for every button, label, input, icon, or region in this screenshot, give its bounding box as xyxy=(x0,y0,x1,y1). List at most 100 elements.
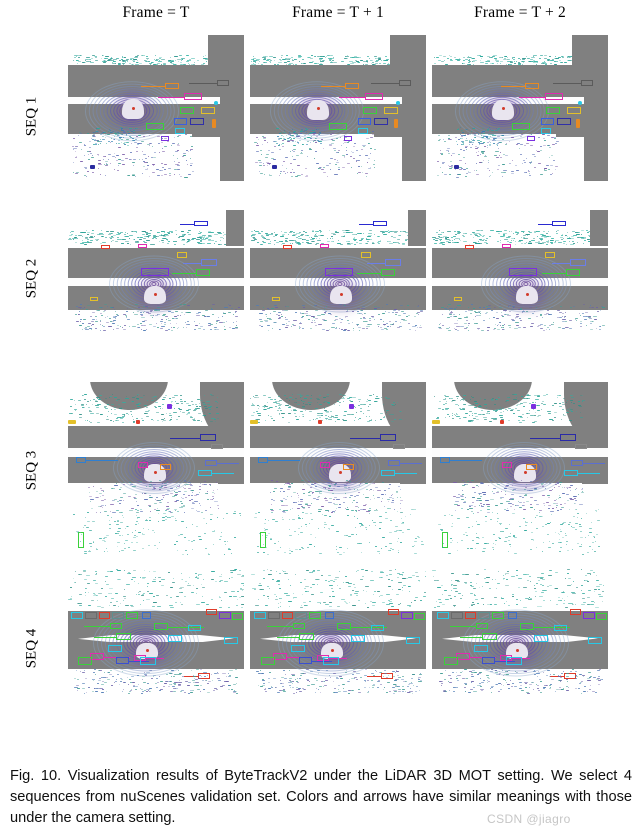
point-cloud-point xyxy=(251,405,255,407)
point-cloud-point xyxy=(499,240,502,242)
point-cloud-point xyxy=(337,166,340,168)
track-bounding-box xyxy=(343,136,352,141)
point-cloud-point xyxy=(255,62,256,64)
point-cloud-point xyxy=(519,58,521,60)
point-cloud-point xyxy=(279,133,281,135)
point-cloud-point xyxy=(105,160,108,162)
point-cloud-point xyxy=(344,157,346,159)
point-cloud-point xyxy=(165,484,167,486)
point-cloud-point xyxy=(472,497,475,499)
point-cloud-point xyxy=(299,322,303,324)
point-cloud-point xyxy=(517,61,521,63)
track-bounding-box xyxy=(509,268,537,276)
point-cloud-point xyxy=(193,417,195,419)
point-cloud-point xyxy=(445,241,449,243)
point-cloud-point xyxy=(90,152,92,154)
point-cloud-point xyxy=(189,157,191,159)
point-cloud-point xyxy=(535,242,540,244)
point-cloud-point xyxy=(554,137,556,139)
point-cloud-point xyxy=(544,167,547,169)
point-cloud-point xyxy=(140,329,142,330)
point-cloud-point xyxy=(105,236,107,238)
point-cloud-point xyxy=(160,414,165,416)
point-cloud-point xyxy=(450,236,454,238)
point-cloud-point xyxy=(595,307,598,309)
point-cloud-point xyxy=(298,140,301,142)
point-cloud-point xyxy=(329,411,333,413)
point-cloud-point xyxy=(153,64,157,65)
point-cloud-point xyxy=(142,534,145,536)
point-cloud-point xyxy=(276,314,278,316)
point-cloud-point xyxy=(476,232,480,234)
point-cloud-point xyxy=(98,155,99,157)
point-cloud-point xyxy=(197,420,200,421)
point-cloud-point xyxy=(463,395,467,397)
point-cloud-point xyxy=(443,139,445,141)
point-cloud-point xyxy=(198,312,201,314)
point-cloud-point xyxy=(533,55,537,57)
point-cloud-point xyxy=(315,491,319,492)
ego-center-marker xyxy=(502,107,505,110)
point-cloud-point xyxy=(566,411,569,413)
point-cloud-point xyxy=(300,130,303,132)
point-cloud-point xyxy=(497,147,499,149)
point-cloud-point xyxy=(544,58,547,60)
point-cloud-point xyxy=(272,322,277,323)
point-cloud-point xyxy=(106,164,108,166)
point-cloud-point xyxy=(482,235,484,237)
point-cloud-point xyxy=(511,481,514,483)
point-cloud-point xyxy=(512,233,514,235)
point-cloud-point xyxy=(323,171,326,173)
point-cloud-point xyxy=(503,329,506,331)
point-cloud-point xyxy=(535,63,538,65)
point-cloud-point xyxy=(119,489,121,491)
point-cloud-point xyxy=(562,318,567,320)
point-cloud-point xyxy=(297,236,301,238)
point-cloud-point xyxy=(116,325,120,327)
point-cloud-point xyxy=(356,517,358,519)
point-cloud-point xyxy=(356,159,357,161)
point-cloud-point xyxy=(223,553,225,555)
point-cloud-point xyxy=(508,242,512,244)
point-cloud-point xyxy=(105,163,107,165)
point-cloud-point xyxy=(263,406,267,407)
point-cloud-point xyxy=(454,169,456,171)
point-cloud-point xyxy=(376,509,378,511)
point-cloud-point xyxy=(204,406,208,408)
point-cloud-point xyxy=(202,402,205,404)
occlusion-region xyxy=(408,210,426,246)
point-cloud-point xyxy=(307,507,311,509)
point-cloud-point xyxy=(398,315,402,317)
point-cloud-point xyxy=(113,58,117,60)
point-cloud-point xyxy=(471,144,474,146)
point-cloud-point xyxy=(374,57,377,59)
point-cloud-point xyxy=(524,486,527,488)
point-cloud-point xyxy=(168,414,172,416)
point-cloud-point xyxy=(527,60,531,62)
point-cloud-point xyxy=(186,61,190,62)
point-cloud-point xyxy=(215,406,219,408)
point-cloud-point xyxy=(493,139,496,141)
point-cloud-point xyxy=(190,63,194,65)
point-cloud-point xyxy=(122,164,125,166)
point-cloud-point xyxy=(131,230,134,232)
point-cloud-point xyxy=(235,320,238,322)
point-cloud-point xyxy=(553,403,557,404)
point-cloud-point xyxy=(497,396,500,398)
point-cloud-point xyxy=(316,239,321,241)
point-cloud-point xyxy=(577,232,579,234)
track-bounding-box xyxy=(160,464,171,470)
point-cloud-point xyxy=(156,510,160,512)
point-cloud-point xyxy=(456,496,460,498)
point-cloud-point xyxy=(127,174,130,176)
point-cloud-point xyxy=(264,419,267,421)
point-cloud-point xyxy=(438,230,440,232)
point-cloud-point xyxy=(300,526,303,528)
point-cloud-point xyxy=(495,324,497,326)
track-bounding-box xyxy=(372,221,387,226)
point-cloud-point xyxy=(290,57,294,59)
point-cloud-point xyxy=(567,488,568,490)
point-cloud-point xyxy=(141,173,144,175)
point-cloud-point xyxy=(320,55,323,57)
point-cloud-point xyxy=(293,530,296,532)
